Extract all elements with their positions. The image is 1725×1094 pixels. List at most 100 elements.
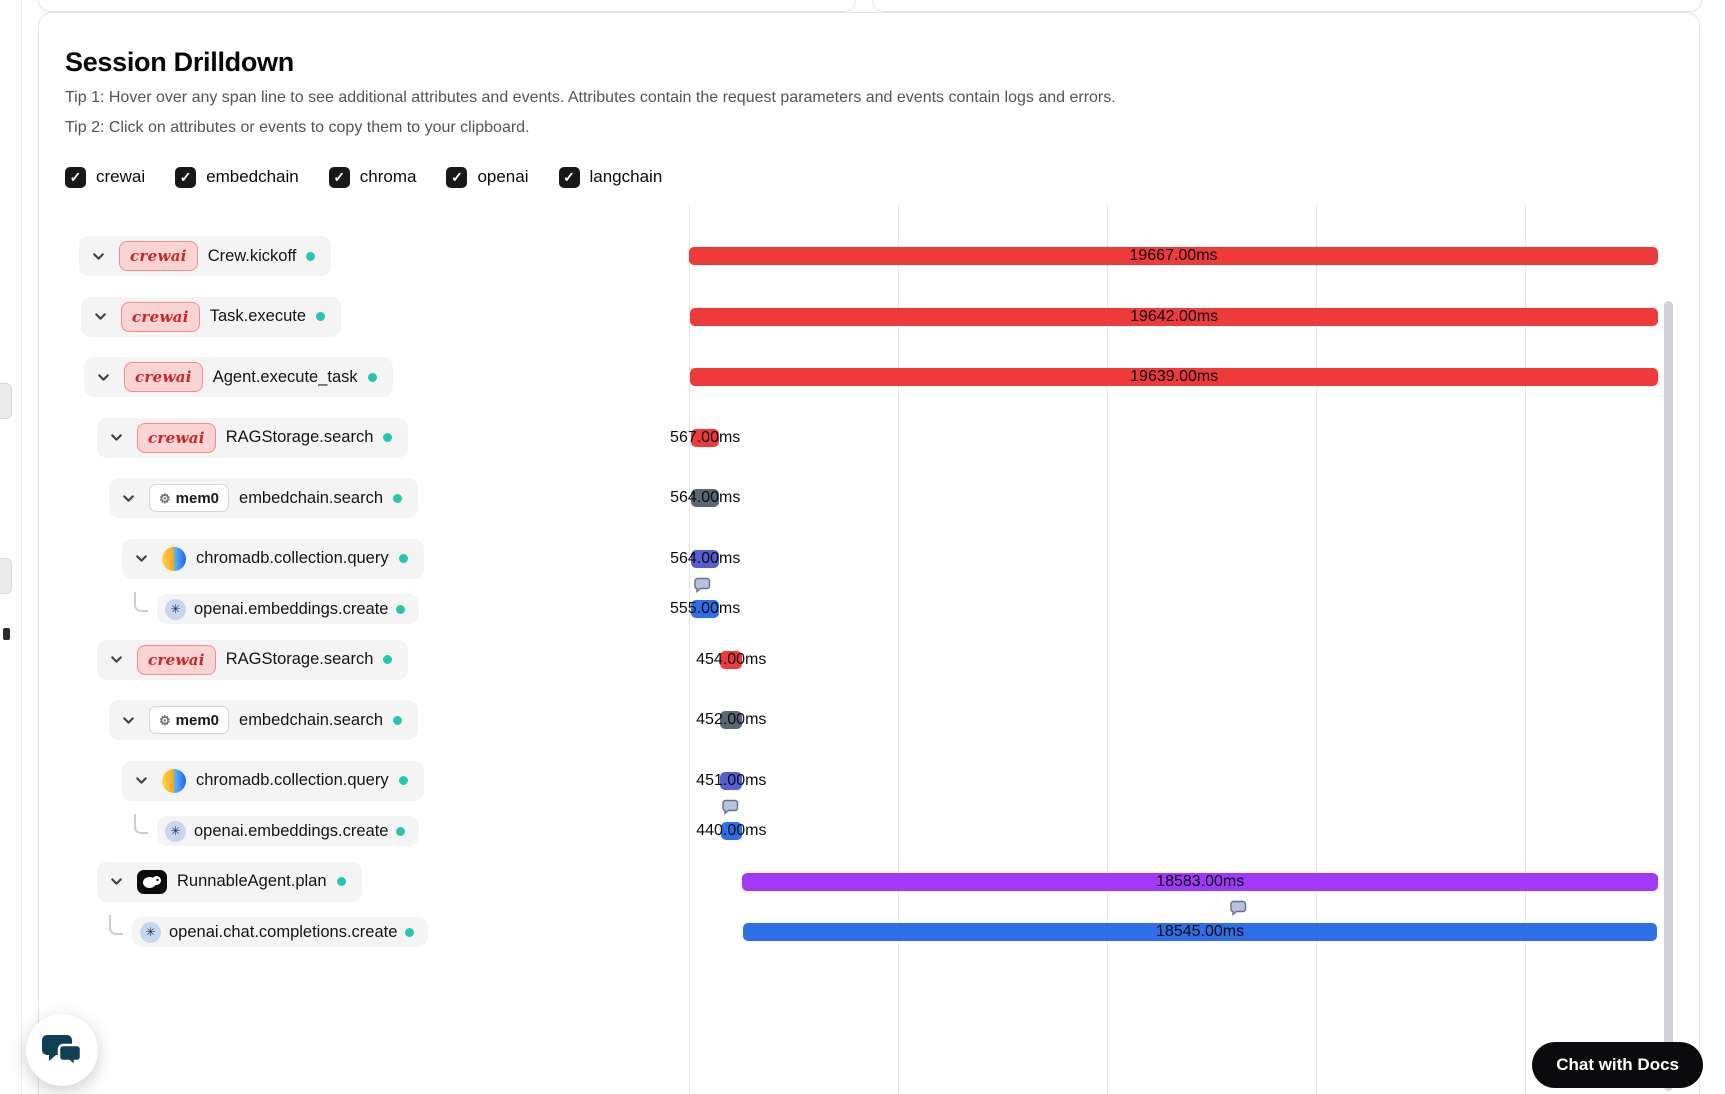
expand-chevron-icon[interactable] xyxy=(105,649,127,671)
span-label-wrap: ⚙ mem0 embedchain.search xyxy=(109,478,419,518)
tree-connector-icon xyxy=(134,814,148,834)
duration-label: 555.00ms xyxy=(669,600,741,617)
chat-with-docs-button[interactable]: Chat with Docs xyxy=(1532,1042,1703,1088)
timeline-gridline xyxy=(898,205,899,1094)
rail-stub xyxy=(0,558,12,594)
span-bar[interactable] xyxy=(720,822,743,840)
top-panel-left xyxy=(38,0,856,12)
chroma-logo xyxy=(162,768,186,793)
span-name: RAGStorage.search xyxy=(225,428,374,446)
filter-embedchain[interactable]: ✓ embedchain xyxy=(175,166,299,188)
span-label-wrap: crewai Crew.kickoff xyxy=(79,236,332,276)
span-bar[interactable] xyxy=(743,923,1657,941)
span-label-pill[interactable]: crewai Agent.execute_task xyxy=(84,357,393,397)
gear-icon: ⚙ xyxy=(159,490,171,506)
status-dot xyxy=(367,372,377,382)
span-label-wrap: crewai RAGStorage.search xyxy=(97,639,409,680)
duration-label: 567.00ms xyxy=(670,428,741,446)
span-label-pill[interactable]: crewai RAGStorage.search xyxy=(97,639,409,680)
duration-label: 19667.00ms xyxy=(1129,247,1218,264)
span-label-pill[interactable]: ⚙ mem0 embedchain.search xyxy=(109,478,419,518)
event-marker-icon[interactable] xyxy=(721,799,739,820)
span-label-pill[interactable]: crewai Task.execute xyxy=(81,296,342,337)
expand-chevron-icon[interactable] xyxy=(105,427,127,449)
vertical-scrollbar[interactable] xyxy=(1664,301,1673,1091)
duration-label: 454.00ms xyxy=(696,650,767,668)
crewai-logo: crewai xyxy=(119,241,198,271)
span-bar[interactable] xyxy=(691,600,719,618)
span-label-pill[interactable]: ✳ openai.embeddings.create xyxy=(157,594,420,624)
checkbox-icon[interactable]: ✓ xyxy=(65,166,86,188)
tip-1: Tip 1: Hover over any span line to see a… xyxy=(65,89,1116,106)
span-label-pill[interactable]: chromadb.collection.query xyxy=(122,760,424,801)
filter-label: openai xyxy=(477,167,529,186)
mem0-logo: ⚙ mem0 xyxy=(149,484,230,512)
chroma-logo xyxy=(162,546,186,571)
duration-label: 19639.00ms xyxy=(1130,368,1219,385)
gear-icon: ⚙ xyxy=(159,712,171,728)
rail-stub xyxy=(0,383,12,419)
status-dot xyxy=(393,493,403,503)
filter-langchain[interactable]: ✓ langchain xyxy=(558,166,662,188)
span-label-pill[interactable]: ⚙ mem0 embedchain.search xyxy=(109,700,419,740)
page-title: Session Drilldown xyxy=(65,47,294,77)
expand-chevron-icon[interactable] xyxy=(117,709,139,731)
chat-launcher-button[interactable] xyxy=(26,1014,98,1086)
span-label-pill[interactable]: ✳ openai.embeddings.create xyxy=(157,816,420,846)
span-label-wrap: ✳ openai.embeddings.create xyxy=(134,592,420,624)
span-label-wrap: RunnableAgent.plan xyxy=(97,861,362,902)
span-bar[interactable] xyxy=(690,307,1658,326)
event-marker-icon[interactable] xyxy=(1229,900,1247,921)
expand-chevron-icon[interactable] xyxy=(130,770,152,792)
span-bar[interactable] xyxy=(720,711,743,729)
duration-label: 452.00ms xyxy=(696,711,767,728)
span-bar[interactable] xyxy=(691,428,720,447)
expand-chevron-icon[interactable] xyxy=(105,871,127,893)
span-label-pill[interactable]: crewai Crew.kickoff xyxy=(79,236,332,276)
filter-crewai[interactable]: ✓ crewai xyxy=(65,166,145,188)
span-bar[interactable] xyxy=(691,549,720,568)
span-label-wrap: ✳ openai.embeddings.create xyxy=(134,814,420,846)
openai-logo: ✳ xyxy=(165,598,186,620)
filter-chroma[interactable]: ✓ chroma xyxy=(328,166,417,188)
filter-openai[interactable]: ✓ openai xyxy=(446,166,529,188)
status-dot xyxy=(383,655,393,664)
expand-chevron-icon[interactable] xyxy=(117,487,139,509)
expand-chevron-icon[interactable] xyxy=(87,245,109,267)
expand-chevron-icon[interactable] xyxy=(92,366,114,388)
span-name: chromadb.collection.query xyxy=(196,771,389,789)
span-name: RAGStorage.search xyxy=(225,650,374,668)
span-bar[interactable] xyxy=(691,489,720,507)
expand-chevron-icon[interactable] xyxy=(89,306,111,328)
span-name: Agent.execute_task xyxy=(212,367,358,386)
status-dot xyxy=(396,826,406,836)
provider-filters: ✓ crewai ✓ embedchain ✓ chroma ✓ openai ✓ langcha… xyxy=(65,165,1699,189)
checkbox-icon[interactable]: ✓ xyxy=(558,166,580,188)
checkbox-icon[interactable]: ✓ xyxy=(328,166,350,188)
duration-label: 564.00ms xyxy=(670,489,741,506)
span-bar[interactable] xyxy=(720,650,743,669)
span-name: openai.embeddings.create xyxy=(194,821,389,840)
span-label-wrap: ⚙ mem0 embedchain.search xyxy=(109,700,419,740)
timeline-gridline xyxy=(1525,205,1526,1094)
checkbox-icon[interactable]: ✓ xyxy=(175,166,197,188)
timeline-gridline xyxy=(1316,205,1317,1094)
left-rail xyxy=(0,0,22,1094)
span-bar[interactable] xyxy=(690,368,1658,386)
span-label-pill[interactable]: ✳ openai.chat.completions.create xyxy=(132,917,429,947)
status-dot xyxy=(398,776,408,785)
span-bar[interactable] xyxy=(689,247,1658,265)
span-bar[interactable] xyxy=(742,872,1658,891)
tree-connector-icon xyxy=(134,592,148,612)
status-dot xyxy=(336,877,346,886)
span-label-wrap: chromadb.collection.query xyxy=(122,538,424,579)
span-label-pill[interactable]: crewai RAGStorage.search xyxy=(97,417,409,458)
expand-chevron-icon[interactable] xyxy=(130,548,152,570)
span-bar[interactable] xyxy=(720,771,743,790)
span-label-wrap: chromadb.collection.query xyxy=(122,760,424,801)
span-label-pill[interactable]: RunnableAgent.plan xyxy=(97,861,362,902)
event-marker-icon[interactable] xyxy=(694,577,711,598)
checkbox-icon[interactable]: ✓ xyxy=(446,166,468,188)
span-label-pill[interactable]: chromadb.collection.query xyxy=(122,538,424,579)
filter-label: chroma xyxy=(359,167,417,186)
